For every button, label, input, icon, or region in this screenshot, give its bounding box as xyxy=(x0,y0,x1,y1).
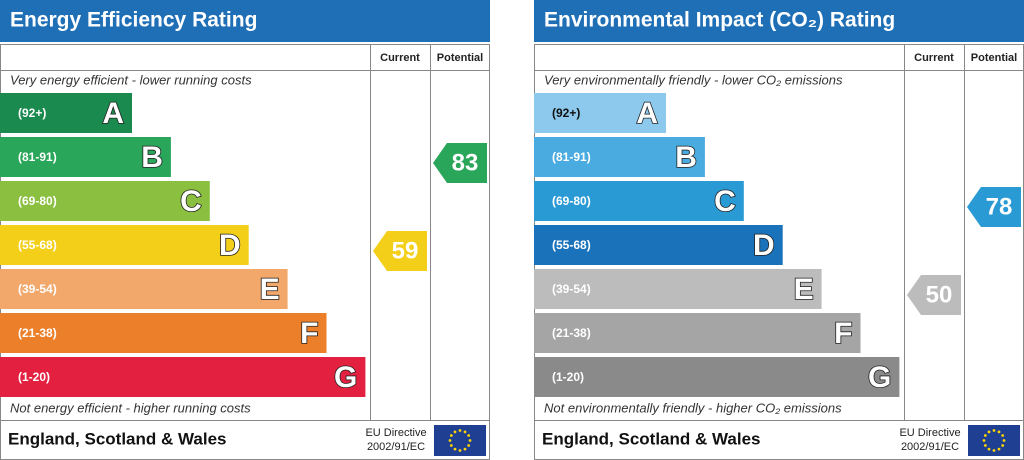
eu-star xyxy=(463,447,467,451)
top-note: Very energy efficient - lower running co… xyxy=(10,72,252,87)
bottom-note: Not energy efficient - higher running co… xyxy=(10,400,251,415)
eu-star xyxy=(448,439,452,442)
band-range: (21-38) xyxy=(18,326,57,340)
current-header: Current xyxy=(914,52,954,64)
band-letter: A xyxy=(102,97,124,130)
rating-band xyxy=(0,93,132,133)
eu-star xyxy=(992,429,996,432)
band-range: (69-80) xyxy=(552,194,591,208)
band-letter: E xyxy=(794,273,814,306)
band-range: (1-20) xyxy=(18,370,50,384)
rating-band xyxy=(534,93,666,133)
title-bar xyxy=(534,0,1024,42)
rating-band xyxy=(0,269,288,309)
eu-star xyxy=(987,447,991,451)
eu-star xyxy=(467,434,471,437)
band-range: (92+) xyxy=(552,106,580,120)
band-letter: D xyxy=(219,229,241,262)
panel-title: Energy Efficiency Rating xyxy=(10,9,257,32)
band-letter: E xyxy=(260,273,280,306)
band-range: (21-38) xyxy=(552,326,591,340)
directive: 2002/91/EC xyxy=(367,441,425,453)
rating-band xyxy=(534,313,861,353)
band-range: (69-80) xyxy=(18,194,57,208)
current-arrow xyxy=(907,275,961,315)
band-range: (55-68) xyxy=(18,238,57,252)
band-letter: D xyxy=(753,229,775,262)
band-letter: F xyxy=(834,317,852,350)
band-letter: G xyxy=(334,361,357,394)
rating-band xyxy=(534,225,783,265)
band-range: (55-68) xyxy=(552,238,591,252)
band-letter: C xyxy=(714,185,736,218)
eu-star xyxy=(992,449,996,452)
eu-star xyxy=(453,430,457,434)
potential-score: 78 xyxy=(986,193,1013,220)
band-range: (1-20) xyxy=(552,370,584,384)
rating-band xyxy=(534,357,900,397)
rating-band xyxy=(534,269,822,309)
directive: 2002/91/EC xyxy=(901,441,959,453)
band-range: (81-91) xyxy=(18,150,57,164)
eu-star xyxy=(449,434,453,437)
band-letter: A xyxy=(636,97,658,130)
eu-star xyxy=(458,449,462,452)
current-header: Current xyxy=(380,52,420,64)
rating-band xyxy=(0,225,249,265)
rating-band xyxy=(0,181,210,221)
rating-band xyxy=(0,137,171,177)
band-letter: C xyxy=(180,185,202,218)
potential-header: Potential xyxy=(437,52,483,64)
eu-star xyxy=(1002,439,1006,442)
band-letter: F xyxy=(300,317,318,350)
eu-star xyxy=(982,439,986,442)
current-arrow xyxy=(373,231,427,271)
region: England, Scotland & Wales xyxy=(542,429,761,448)
potential-arrow xyxy=(967,187,1021,227)
eu-star xyxy=(467,444,471,447)
band-letter: G xyxy=(868,361,891,394)
panel-title: Environmental Impact (CO₂) Rating xyxy=(544,9,895,32)
eu-star xyxy=(983,444,987,447)
eu-star xyxy=(453,447,457,451)
band-range: (39-54) xyxy=(18,282,57,296)
band-range: (92+) xyxy=(18,106,46,120)
rating-band xyxy=(534,137,705,177)
directive: EU Directive xyxy=(365,427,426,439)
eu-star xyxy=(449,444,453,447)
potential-arrow xyxy=(433,143,487,183)
rating-panel: Energy Efficiency Rating Current Potential… xyxy=(0,0,490,460)
rating-band xyxy=(534,181,744,221)
title-bar xyxy=(0,0,490,42)
rating-band xyxy=(0,357,366,397)
eu-star xyxy=(983,434,987,437)
eu-star xyxy=(468,439,472,442)
current-score: 59 xyxy=(392,237,419,264)
band-letter: B xyxy=(675,141,697,174)
eu-star xyxy=(463,430,467,434)
eu-star xyxy=(1001,434,1005,437)
eu-star xyxy=(997,430,1001,434)
potential-score: 83 xyxy=(452,149,479,176)
band-range: (81-91) xyxy=(552,150,591,164)
directive: EU Directive xyxy=(899,427,960,439)
eu-star xyxy=(458,429,462,432)
potential-header: Potential xyxy=(971,52,1017,64)
eu-star xyxy=(997,447,1001,451)
band-range: (39-54) xyxy=(552,282,591,296)
eu-star xyxy=(987,430,991,434)
current-score: 50 xyxy=(926,281,953,308)
band-letter: B xyxy=(141,141,163,174)
bottom-note: Not environmentally friendly - higher CO… xyxy=(544,400,842,415)
top-note: Very environmentally friendly - lower CO… xyxy=(544,72,843,87)
rating-band xyxy=(0,313,327,353)
region: England, Scotland & Wales xyxy=(8,429,227,448)
rating-panel: Environmental Impact (CO₂) Rating Current… xyxy=(534,0,1024,460)
eu-star xyxy=(1001,444,1005,447)
